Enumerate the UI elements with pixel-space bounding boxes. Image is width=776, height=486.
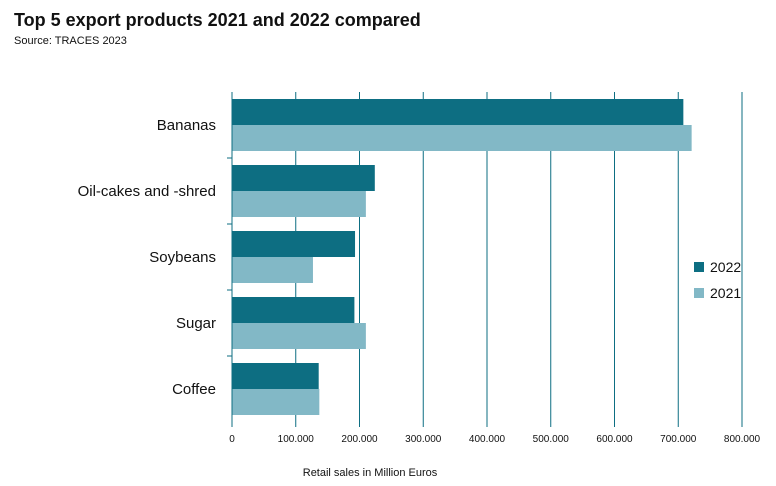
bars (232, 99, 692, 415)
legend-label-2022: 2022 (710, 259, 741, 275)
bar-2021-bananas (232, 125, 692, 151)
category-label: Oil-cakes and -shred (78, 183, 216, 200)
x-tick-label: 300.000 (405, 434, 442, 445)
legend-swatch-2021 (694, 288, 704, 298)
bar-2022-coffee (232, 363, 319, 389)
x-tick-label: 500.000 (533, 434, 570, 445)
category-label: Sugar (176, 315, 216, 332)
x-tick-label: 600.000 (596, 434, 633, 445)
bar-2022-soybeans (232, 231, 356, 257)
x-tick-label: 800.000 (724, 434, 761, 445)
x-axis-title: Retail sales in Million Euros (303, 467, 438, 479)
bar-2022-bananas (232, 99, 684, 125)
x-tick-label: 700.000 (660, 434, 697, 445)
bar-2022-sugar (232, 297, 355, 323)
legend-label-2021: 2021 (710, 285, 741, 301)
bar-2021-coffee (232, 389, 320, 415)
category-label: Coffee (172, 381, 216, 398)
category-label: Bananas (157, 117, 216, 134)
legend: 2022 2021 (694, 259, 741, 301)
bar-2022-oil-cakes-and-shred (232, 165, 375, 191)
x-tick-label: 100.000 (278, 434, 315, 445)
bar-2021-soybeans (232, 257, 313, 283)
x-tick-label: 0 (229, 434, 235, 445)
axes (227, 92, 743, 427)
category-labels: Bananas Oil-cakes and -shred Soybeans Sugar… (78, 117, 216, 398)
x-tick-labels: 0 100.000 200.000 300.000 400.000 500.000 600.… (229, 434, 760, 445)
x-tick-label: 200.000 (341, 434, 378, 445)
category-label: Soybeans (149, 249, 216, 266)
bar-2021-oil-cakes-and-shred (232, 191, 366, 217)
chart-title: Top 5 export products 2021 and 2022 comp… (14, 10, 421, 30)
legend-swatch-2022 (694, 262, 704, 272)
chart-subtitle: Source: TRACES 2023 (14, 35, 127, 47)
x-tick-label: 400.000 (469, 434, 506, 445)
bar-2021-sugar (232, 323, 366, 349)
